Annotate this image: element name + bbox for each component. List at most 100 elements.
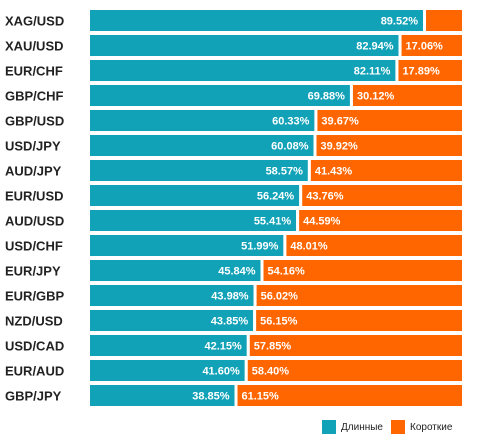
chart-svg: XAG/USD 89.52% XAU/USD 82.94% 17.06% EUR/CHF 8… xyxy=(5,10,462,406)
long-bar-eur-chf xyxy=(90,60,396,81)
short-bar-gbp-usd xyxy=(317,110,462,131)
long-bar-xag-usd xyxy=(90,10,424,31)
pair-label-aud-usd: AUD/USD xyxy=(5,214,64,229)
long-bar-xau-usd xyxy=(90,35,399,56)
short-value-label-eur-usd: 43.76% xyxy=(306,191,344,203)
short-value-label-gbp-usd: 39.67% xyxy=(321,116,359,128)
long-bar-gbp-jpy xyxy=(90,385,235,406)
long-bar-gbp-usd xyxy=(90,110,315,131)
bar-divider-usd-cad xyxy=(246,335,250,356)
short-bar-eur-gbp xyxy=(256,285,462,306)
short-bar-eur-jpy xyxy=(263,260,462,281)
long-value-label-usd-chf: 51.99% xyxy=(241,241,279,253)
short-value-label-gbp-chf: 30.12% xyxy=(357,91,395,103)
pair-label-xag-usd: XAG/USD xyxy=(5,14,64,29)
pair-label-eur-usd: EUR/USD xyxy=(5,189,64,204)
pair-label-gbp-usd: GBP/USD xyxy=(5,114,64,129)
short-bar-xag-usd xyxy=(426,10,462,31)
legend: Длинные Короткие xyxy=(322,419,460,435)
bar-divider-eur-aud xyxy=(244,360,248,381)
bar-divider-eur-jpy xyxy=(260,260,264,281)
short-bar-gbp-chf xyxy=(352,85,462,106)
short-value-label-aud-jpy: 41.43% xyxy=(315,166,353,178)
short-bar-aud-jpy xyxy=(310,160,462,181)
long-bar-eur-gbp xyxy=(90,285,254,306)
pair-label-aud-jpy: AUD/JPY xyxy=(5,164,62,179)
pair-label-eur-chf: EUR/CHF xyxy=(5,64,63,79)
long-value-label-gbp-usd: 60.33% xyxy=(272,116,310,128)
long-value-label-gbp-chf: 69.88% xyxy=(308,91,346,103)
pair-label-usd-chf: USD/CHF xyxy=(5,239,63,254)
short-bar-xau-usd xyxy=(401,35,462,56)
short-value-label-eur-jpy: 54.16% xyxy=(268,266,306,278)
pair-label-eur-gbp: EUR/GBP xyxy=(5,289,65,304)
short-value-label-usd-chf: 48.01% xyxy=(290,241,328,253)
legend-label-long: Длинные xyxy=(341,421,383,433)
pair-label-eur-aud: EUR/AUD xyxy=(5,364,64,379)
bar-divider-eur-chf xyxy=(395,60,399,81)
long-bar-usd-jpy xyxy=(90,135,314,156)
long-bar-nzd-usd xyxy=(90,310,254,331)
long-value-label-nzd-usd: 43.85% xyxy=(211,316,249,328)
long-value-label-xag-usd: 89.52% xyxy=(381,16,419,28)
pair-label-gbp-chf: GBP/CHF xyxy=(5,89,64,104)
long-bar-usd-chf xyxy=(90,235,284,256)
long-value-label-usd-jpy: 60.08% xyxy=(271,141,309,153)
pair-label-nzd-usd: NZD/USD xyxy=(5,314,63,329)
bar-divider-gbp-jpy xyxy=(234,385,238,406)
long-value-label-aud-usd: 55.41% xyxy=(254,216,292,228)
short-value-label-eur-gbp: 56.02% xyxy=(261,291,299,303)
short-value-label-xau-usd: 17.06% xyxy=(406,41,444,53)
short-bar-usd-jpy xyxy=(316,135,462,156)
long-bar-eur-jpy xyxy=(90,260,261,281)
pair-label-xau-usd: XAU/USD xyxy=(5,39,64,54)
long-bar-eur-aud xyxy=(90,360,245,381)
long-bar-aud-usd xyxy=(90,210,297,231)
short-bar-eur-aud xyxy=(247,360,462,381)
short-bar-nzd-usd xyxy=(256,310,462,331)
legend-swatch-long xyxy=(322,420,336,434)
bar-divider-eur-gbp xyxy=(253,285,257,306)
short-value-label-nzd-usd: 56.15% xyxy=(260,316,298,328)
short-bar-eur-chf xyxy=(398,60,462,81)
short-value-label-gbp-jpy: 61.15% xyxy=(242,391,280,403)
pair-label-usd-jpy: USD/JPY xyxy=(5,139,61,154)
bar-divider-usd-jpy xyxy=(313,135,317,156)
long-value-label-usd-cad: 42.15% xyxy=(204,341,242,353)
long-value-label-gbp-jpy: 38.85% xyxy=(192,391,230,403)
short-value-label-usd-cad: 57.85% xyxy=(254,341,292,353)
long-bar-usd-cad xyxy=(90,335,247,356)
long-value-label-aud-jpy: 58.57% xyxy=(266,166,304,178)
long-value-label-eur-chf: 82.11% xyxy=(354,66,391,78)
bar-divider-eur-usd xyxy=(299,185,303,206)
bar-divider-aud-jpy xyxy=(307,160,311,181)
pair-label-eur-jpy: EUR/JPY xyxy=(5,264,61,279)
legend-label-short: Короткие xyxy=(410,421,453,433)
legend-item-long: Длинные xyxy=(322,420,383,434)
long-value-label-eur-usd: 56.24% xyxy=(257,191,295,203)
short-value-label-eur-chf: 17.89% xyxy=(402,66,440,78)
long-bar-gbp-chf xyxy=(90,85,350,106)
short-bar-aud-usd xyxy=(299,210,462,231)
short-bar-gbp-jpy xyxy=(237,385,462,406)
bar-divider-xag-usd xyxy=(423,10,427,31)
pair-label-usd-cad: USD/CAD xyxy=(5,339,64,354)
long-value-label-eur-aud: 41.60% xyxy=(202,366,240,378)
long-value-label-eur-jpy: 45.84% xyxy=(218,266,256,278)
short-value-label-usd-jpy: 39.92% xyxy=(320,141,358,153)
bar-divider-usd-chf xyxy=(283,235,287,256)
legend-item-short: Короткие xyxy=(391,420,452,434)
legend-swatch-short xyxy=(391,420,405,434)
long-bar-eur-usd xyxy=(90,185,300,206)
short-bar-usd-cad xyxy=(249,335,462,356)
bar-divider-gbp-chf xyxy=(349,85,353,106)
bar-divider-nzd-usd xyxy=(253,310,257,331)
bar-divider-gbp-usd xyxy=(314,110,318,131)
bar-divider-aud-usd xyxy=(296,210,300,231)
short-bar-eur-usd xyxy=(302,185,462,206)
short-bar-usd-chf xyxy=(286,235,462,256)
long-bar-aud-jpy xyxy=(90,160,308,181)
long-value-label-eur-gbp: 43.98% xyxy=(211,291,249,303)
long-value-label-xau-usd: 82.94% xyxy=(356,41,394,53)
